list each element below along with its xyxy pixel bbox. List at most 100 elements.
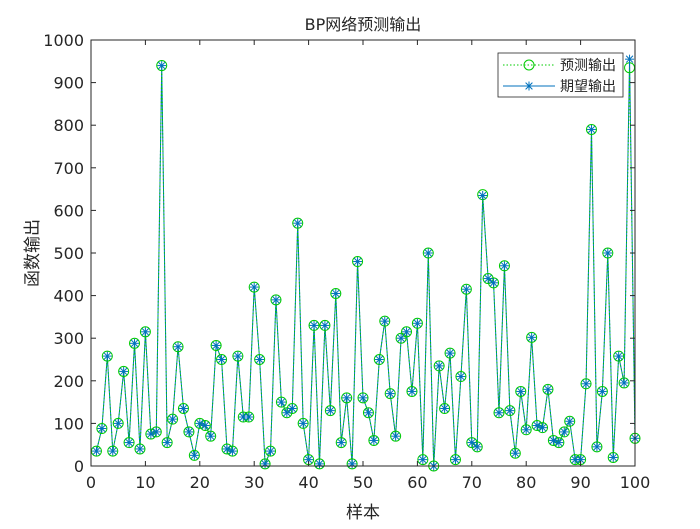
legend[interactable]: 预测输出 期望输出: [497, 52, 624, 98]
predicted-point: [515, 385, 527, 397]
expected-point: [314, 459, 324, 469]
expected-point: [603, 248, 613, 258]
predicted-point: [232, 350, 244, 362]
expected-point: [200, 421, 210, 431]
predicted-point: [259, 458, 271, 470]
expected-point: [206, 431, 216, 441]
expected-point: [266, 446, 276, 456]
expected-point: [293, 218, 303, 228]
expected-point: [597, 386, 607, 396]
predicted-point: [96, 423, 108, 435]
predicted-point: [118, 365, 130, 377]
expected-point: [287, 403, 297, 413]
predicted-point: [460, 283, 472, 295]
expected-point: [483, 274, 493, 284]
predicted-point: [613, 350, 625, 362]
x-tick-label: 90: [570, 473, 590, 492]
y-tick-label: 1000: [43, 31, 84, 50]
y-tick-label: 0: [74, 457, 84, 476]
predicted-point: [602, 247, 614, 259]
expected-point: [211, 340, 221, 350]
predicted-point: [596, 385, 608, 397]
expected-point: [412, 318, 422, 328]
predicted-point: [401, 326, 413, 338]
predicted-point: [319, 319, 331, 331]
expected-point: [581, 379, 591, 389]
x-tick-label: 0: [86, 473, 96, 492]
predicted-point: [368, 434, 380, 446]
chart-title: BP网络预测输出: [305, 15, 422, 34]
data-marks: [90, 54, 641, 472]
predicted-point: [341, 392, 353, 404]
predicted-point: [618, 377, 630, 389]
expected-point: [505, 406, 515, 416]
predicted-point: [504, 405, 516, 417]
predicted-point: [134, 443, 146, 455]
predicted-point: [167, 413, 179, 425]
expected-point: [608, 452, 618, 462]
predicted-point: [379, 315, 391, 327]
expected-point: [516, 386, 526, 396]
predicted-point: [449, 454, 461, 466]
expected-point: [440, 403, 450, 413]
predicted-point: [493, 407, 505, 419]
y-tick-label: 600: [53, 201, 84, 220]
predicted-point: [112, 417, 124, 429]
predicted-point: [373, 354, 385, 365]
expected-point: [178, 403, 188, 413]
y-tick-label: 900: [53, 74, 84, 93]
y-tick-label: 100: [53, 414, 84, 433]
y-tick-label: 500: [53, 244, 84, 263]
predicted-point: [297, 417, 309, 429]
predicted-point: [292, 217, 304, 229]
expected-point: [342, 393, 352, 403]
expected-point: [625, 54, 635, 64]
predicted-point: [265, 445, 277, 457]
expected-point: [347, 459, 357, 469]
predicted-point: [188, 449, 200, 461]
expected-point: [119, 366, 129, 376]
expected-point: [124, 438, 134, 448]
x-tick-label: 30: [244, 473, 264, 492]
expected-point: [450, 455, 460, 465]
predicted-point: [542, 383, 554, 395]
predicted-point: [417, 454, 429, 466]
predicted-point: [498, 260, 510, 272]
expected-point: [543, 384, 553, 394]
predicted-series-line: [95, 65, 636, 467]
expected-point: [374, 355, 384, 364]
predicted-point: [357, 392, 369, 404]
expected-point: [353, 257, 363, 267]
expected-point: [276, 397, 286, 407]
expected-point: [494, 408, 504, 418]
expected-point: [499, 261, 509, 271]
expected-point: [184, 427, 194, 437]
predicted-point: [422, 247, 434, 259]
predicted-point: [123, 437, 135, 449]
predicted-point: [346, 458, 358, 470]
expected-point: [271, 295, 281, 305]
expected-point: [434, 361, 444, 371]
legend-marker-predicted: [523, 59, 535, 71]
expected-point: [445, 348, 455, 358]
legend-label-predicted: 预测输出: [560, 58, 616, 74]
expected-point: [325, 406, 335, 416]
predicted-point: [509, 447, 521, 459]
x-tick-label: 70: [462, 473, 482, 492]
predicted-point: [433, 360, 445, 372]
predicted-point: [330, 287, 342, 299]
predicted-point: [275, 396, 287, 408]
expected-point: [363, 408, 373, 418]
expected-point: [282, 408, 292, 418]
predicted-point: [558, 426, 570, 438]
expected-point: [91, 446, 101, 456]
predicted-point: [395, 332, 407, 344]
predicted-point: [406, 385, 418, 397]
expected-point: [461, 284, 471, 294]
predicted-point: [139, 326, 151, 338]
expected-point: [102, 351, 112, 361]
predicted-point: [411, 317, 423, 329]
predicted-point: [177, 402, 189, 414]
predicted-point: [335, 437, 347, 449]
expected-point: [614, 351, 624, 361]
